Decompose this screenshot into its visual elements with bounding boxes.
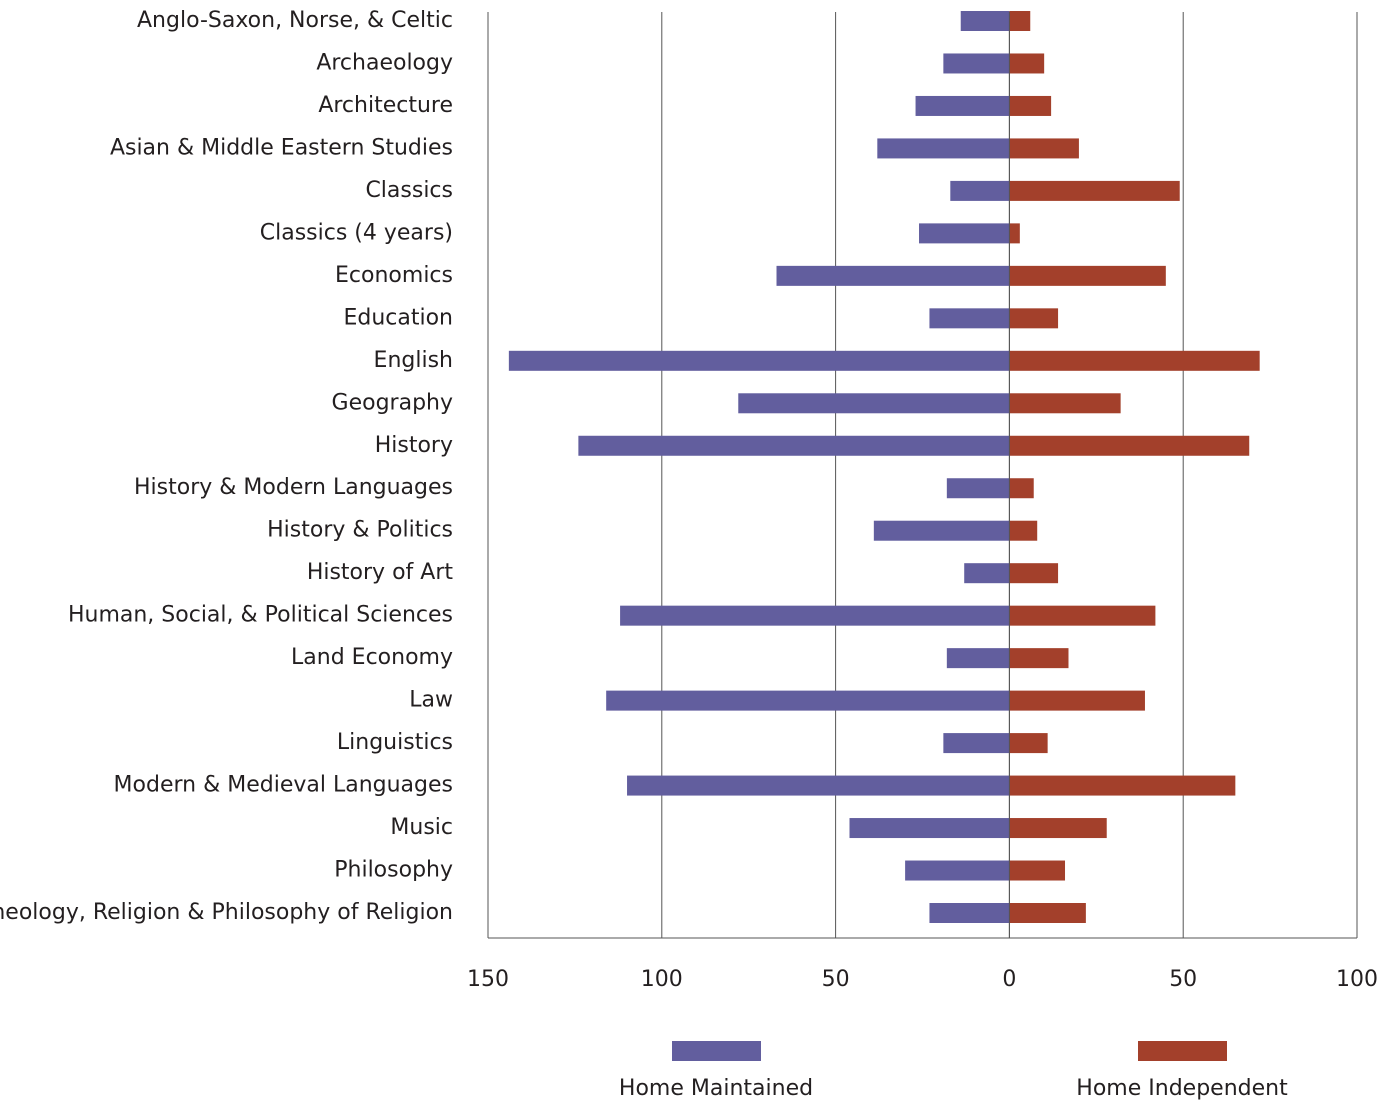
y-tick-label: Geography	[332, 390, 453, 415]
bar	[606, 690, 1010, 711]
y-tick-label: Anglo-Saxon, Norse, & Celtic	[137, 8, 453, 33]
bar	[1009, 775, 1236, 796]
bar	[905, 860, 1010, 881]
bar	[1009, 53, 1045, 74]
bar	[964, 563, 1010, 584]
y-tick-label: Law	[409, 688, 453, 713]
x-tick-label: 50	[822, 967, 850, 992]
bar	[1009, 180, 1180, 201]
y-tick-label: Classics (4 years)	[260, 220, 453, 245]
y-tick-label: Economics	[335, 263, 453, 288]
bar	[627, 775, 1010, 796]
bar	[1009, 818, 1107, 839]
y-tick-label: History & Modern Languages	[134, 475, 453, 500]
bar	[1009, 223, 1020, 244]
bar	[1009, 605, 1156, 626]
bar	[1009, 478, 1034, 499]
x-tick-label: 100	[1336, 967, 1378, 992]
y-tick-label: Human, Social, & Political Sciences	[68, 603, 453, 628]
bar	[950, 180, 1010, 201]
bar	[877, 138, 1010, 159]
y-tick-label: Archaeology	[316, 50, 453, 75]
bar	[1009, 860, 1066, 881]
bar	[1009, 903, 1086, 923]
bar	[946, 478, 1010, 499]
bar	[738, 393, 1010, 414]
bar	[1009, 520, 1038, 541]
y-tick-label: Philosophy	[334, 858, 453, 883]
bar	[960, 11, 1010, 31]
legend-label: Home Independent	[1076, 1076, 1288, 1101]
y-tick-label: Education	[343, 305, 453, 330]
y-tick-label: Modern & Medieval Languages	[114, 773, 453, 798]
x-tick-label: 100	[641, 967, 683, 992]
bar	[1009, 690, 1145, 711]
y-tick-label: History & Politics	[267, 518, 453, 543]
y-tick-label: History of Art	[307, 560, 454, 585]
legend-swatch	[672, 1041, 761, 1061]
bar	[943, 53, 1010, 74]
legend-label: Home Maintained	[619, 1076, 813, 1101]
y-tick-label: Linguistics	[337, 730, 453, 755]
bar	[578, 435, 1010, 456]
bar	[946, 648, 1010, 669]
bar	[1009, 11, 1031, 31]
bar	[873, 520, 1010, 541]
bar	[1009, 733, 1048, 754]
bar	[929, 308, 1010, 329]
bar	[1009, 435, 1250, 456]
bar	[1009, 393, 1121, 414]
x-tick-label: 50	[1169, 967, 1197, 992]
bar	[1009, 563, 1059, 584]
y-tick-label: Music	[390, 815, 453, 840]
bar	[1009, 138, 1079, 159]
legend-swatch	[1138, 1041, 1227, 1061]
bar	[849, 818, 1010, 839]
bar	[915, 95, 1010, 116]
bar	[929, 903, 1010, 923]
bar	[1009, 95, 1052, 116]
bar	[620, 605, 1010, 626]
bar	[776, 265, 1010, 286]
y-tick-label: History	[375, 433, 453, 458]
y-tick-label: Asian & Middle Eastern Studies	[110, 135, 453, 160]
bar	[1009, 265, 1166, 286]
y-tick-label: Theology, Religion & Philosophy of Relig…	[0, 900, 453, 925]
x-tick-label: 0	[1002, 967, 1016, 992]
x-tick-label: 150	[467, 967, 509, 992]
bar	[1009, 648, 1069, 669]
y-tick-label: English	[374, 348, 453, 373]
bar	[1009, 350, 1260, 371]
y-tick-label: Land Economy	[291, 645, 453, 670]
y-tick-label: Classics	[365, 178, 453, 203]
bar	[508, 350, 1010, 371]
bar	[919, 223, 1010, 244]
bar	[943, 733, 1010, 754]
y-tick-label: Architecture	[318, 93, 453, 118]
bar	[1009, 308, 1059, 329]
